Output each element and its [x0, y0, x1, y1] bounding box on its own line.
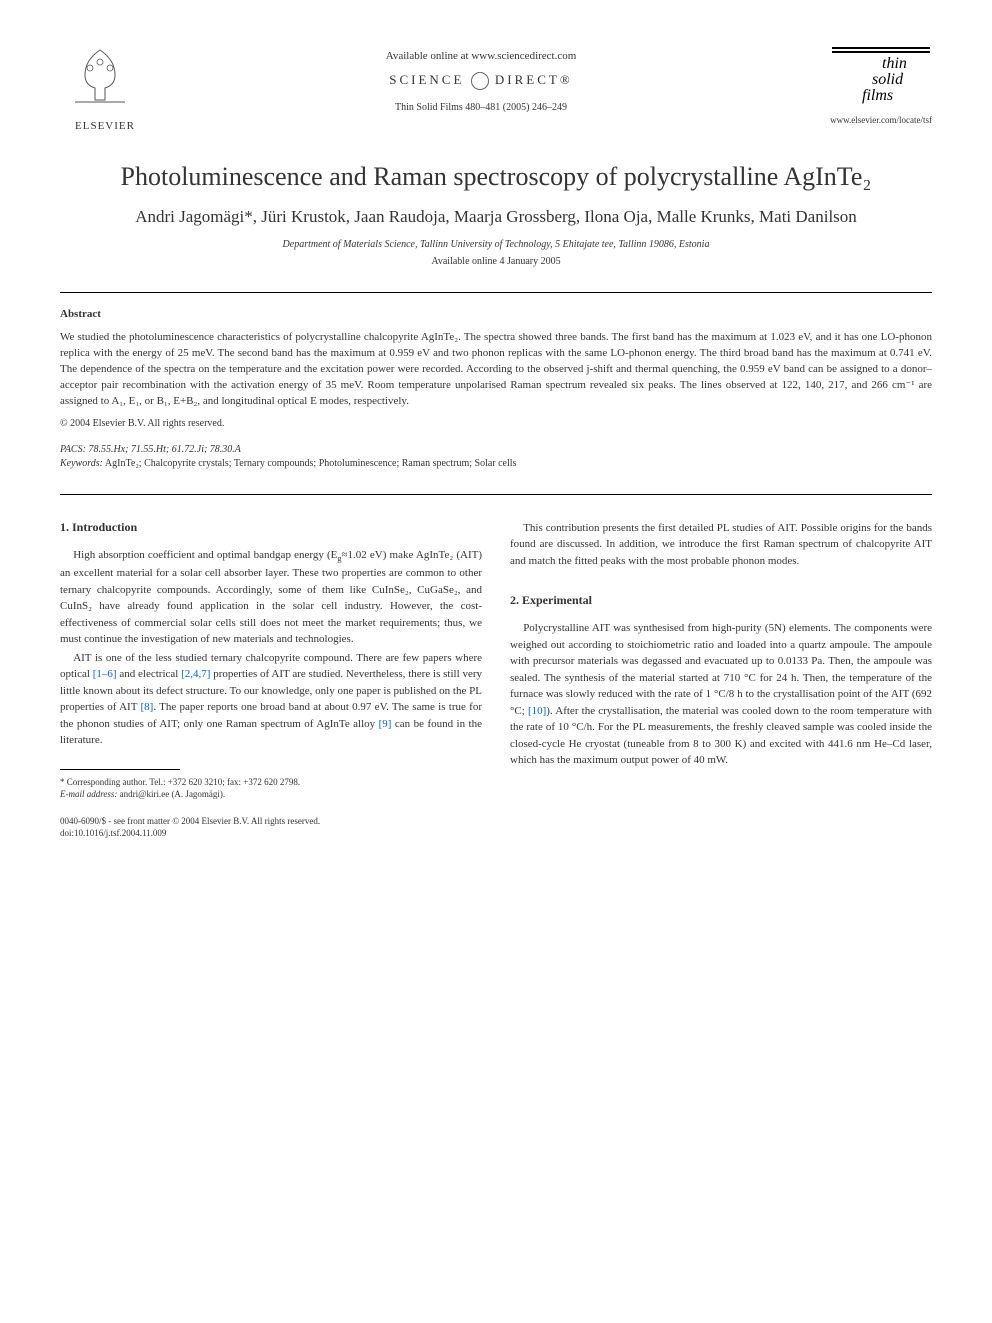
keywords-label: Keywords: [60, 458, 103, 469]
ref-link[interactable]: [9] [379, 718, 392, 730]
header-row: ELSEVIER Available online at www.science… [60, 40, 932, 132]
authors: Andri Jagomägi*, Jüri Krustok, Jaan Raud… [60, 207, 932, 227]
abstract-text: We studied the photoluminescence charact… [60, 330, 932, 410]
abstract-label: Abstract [60, 308, 932, 320]
journal-url: www.elsevier.com/locate/tsf [812, 115, 932, 125]
footer-issn: 0040-6090/$ - see front matter © 2004 El… [60, 816, 932, 826]
ref-link[interactable]: [2,4,7] [181, 668, 210, 680]
column-left: 1. Introduction High absorption coeffici… [60, 520, 482, 801]
header-center: Available online at www.sciencedirect.co… [150, 40, 812, 113]
ref-link[interactable]: [1–6] [93, 668, 117, 680]
divider-top [60, 292, 932, 293]
experimental-heading: 2. Experimental [510, 593, 932, 608]
footer-doi: doi:10.1016/j.tsf.2004.11.009 [60, 828, 932, 838]
svg-text:thin: thin [882, 55, 907, 72]
publisher-logo: ELSEVIER [60, 40, 150, 132]
abstract-copyright: © 2004 Elsevier B.V. All rights reserved… [60, 418, 932, 429]
svg-text:films: films [862, 87, 893, 104]
intro-paragraph-1: High absorption coefficient and optimal … [60, 547, 482, 648]
column-right: This contribution presents the first det… [510, 520, 932, 801]
citation-text: Thin Solid Films 480–481 (2005) 246–249 [150, 102, 812, 113]
sd-right: DIRECT® [495, 72, 573, 87]
email-value: andri@kiri.ee (A. Jagomägi). [117, 789, 225, 799]
sd-left: SCIENCE [389, 72, 464, 87]
thin-solid-films-icon: thin solid films [822, 40, 932, 105]
elsevier-tree-icon [60, 40, 140, 120]
svg-text:solid: solid [872, 71, 904, 88]
intro-continuation: This contribution presents the first det… [510, 520, 932, 570]
affiliation: Department of Materials Science, Tallinn… [60, 239, 932, 250]
divider-bottom [60, 494, 932, 495]
intro-paragraph-2: AIT is one of the less studied ternary c… [60, 650, 482, 749]
email-label: E-mail address: [60, 789, 117, 799]
body-columns: 1. Introduction High absorption coeffici… [60, 520, 932, 801]
pacs-line: PACS: 78.55.Hx; 71.55.Ht; 61.72.Ji; 78.3… [60, 444, 932, 455]
available-online-text: Available online at www.sciencedirect.co… [150, 50, 812, 62]
keywords-line: Keywords: AgInTe₂; Chalcopyrite crystals… [60, 458, 932, 469]
article-title: Photoluminescence and Raman spectroscopy… [60, 162, 932, 192]
sd-circle-icon [471, 72, 489, 90]
experimental-paragraph-1: Polycrystalline AIT was synthesised from… [510, 620, 932, 769]
ref-link[interactable]: [8] [141, 701, 154, 713]
publication-date: Available online 4 January 2005 [60, 256, 932, 267]
footnote-separator [60, 769, 180, 770]
corresponding-author-note: * Corresponding author. Tel.: +372 620 3… [60, 776, 482, 789]
pacs-label: PACS: [60, 444, 86, 455]
email-note: E-mail address: andri@kiri.ee (A. Jagomä… [60, 788, 482, 801]
publisher-name: ELSEVIER [60, 120, 150, 132]
ref-link[interactable]: [10] [528, 705, 546, 717]
intro-heading: 1. Introduction [60, 520, 482, 535]
science-direct-logo: SCIENCE DIRECT® [150, 72, 812, 90]
journal-logo: thin solid films www.elsevier.com/locate… [812, 40, 932, 125]
pacs-values: 78.55.Hx; 71.55.Ht; 61.72.Ji; 78.30.A [86, 444, 241, 455]
keywords-values: AgInTe₂; Chalcopyrite crystals; Ternary … [103, 458, 516, 469]
